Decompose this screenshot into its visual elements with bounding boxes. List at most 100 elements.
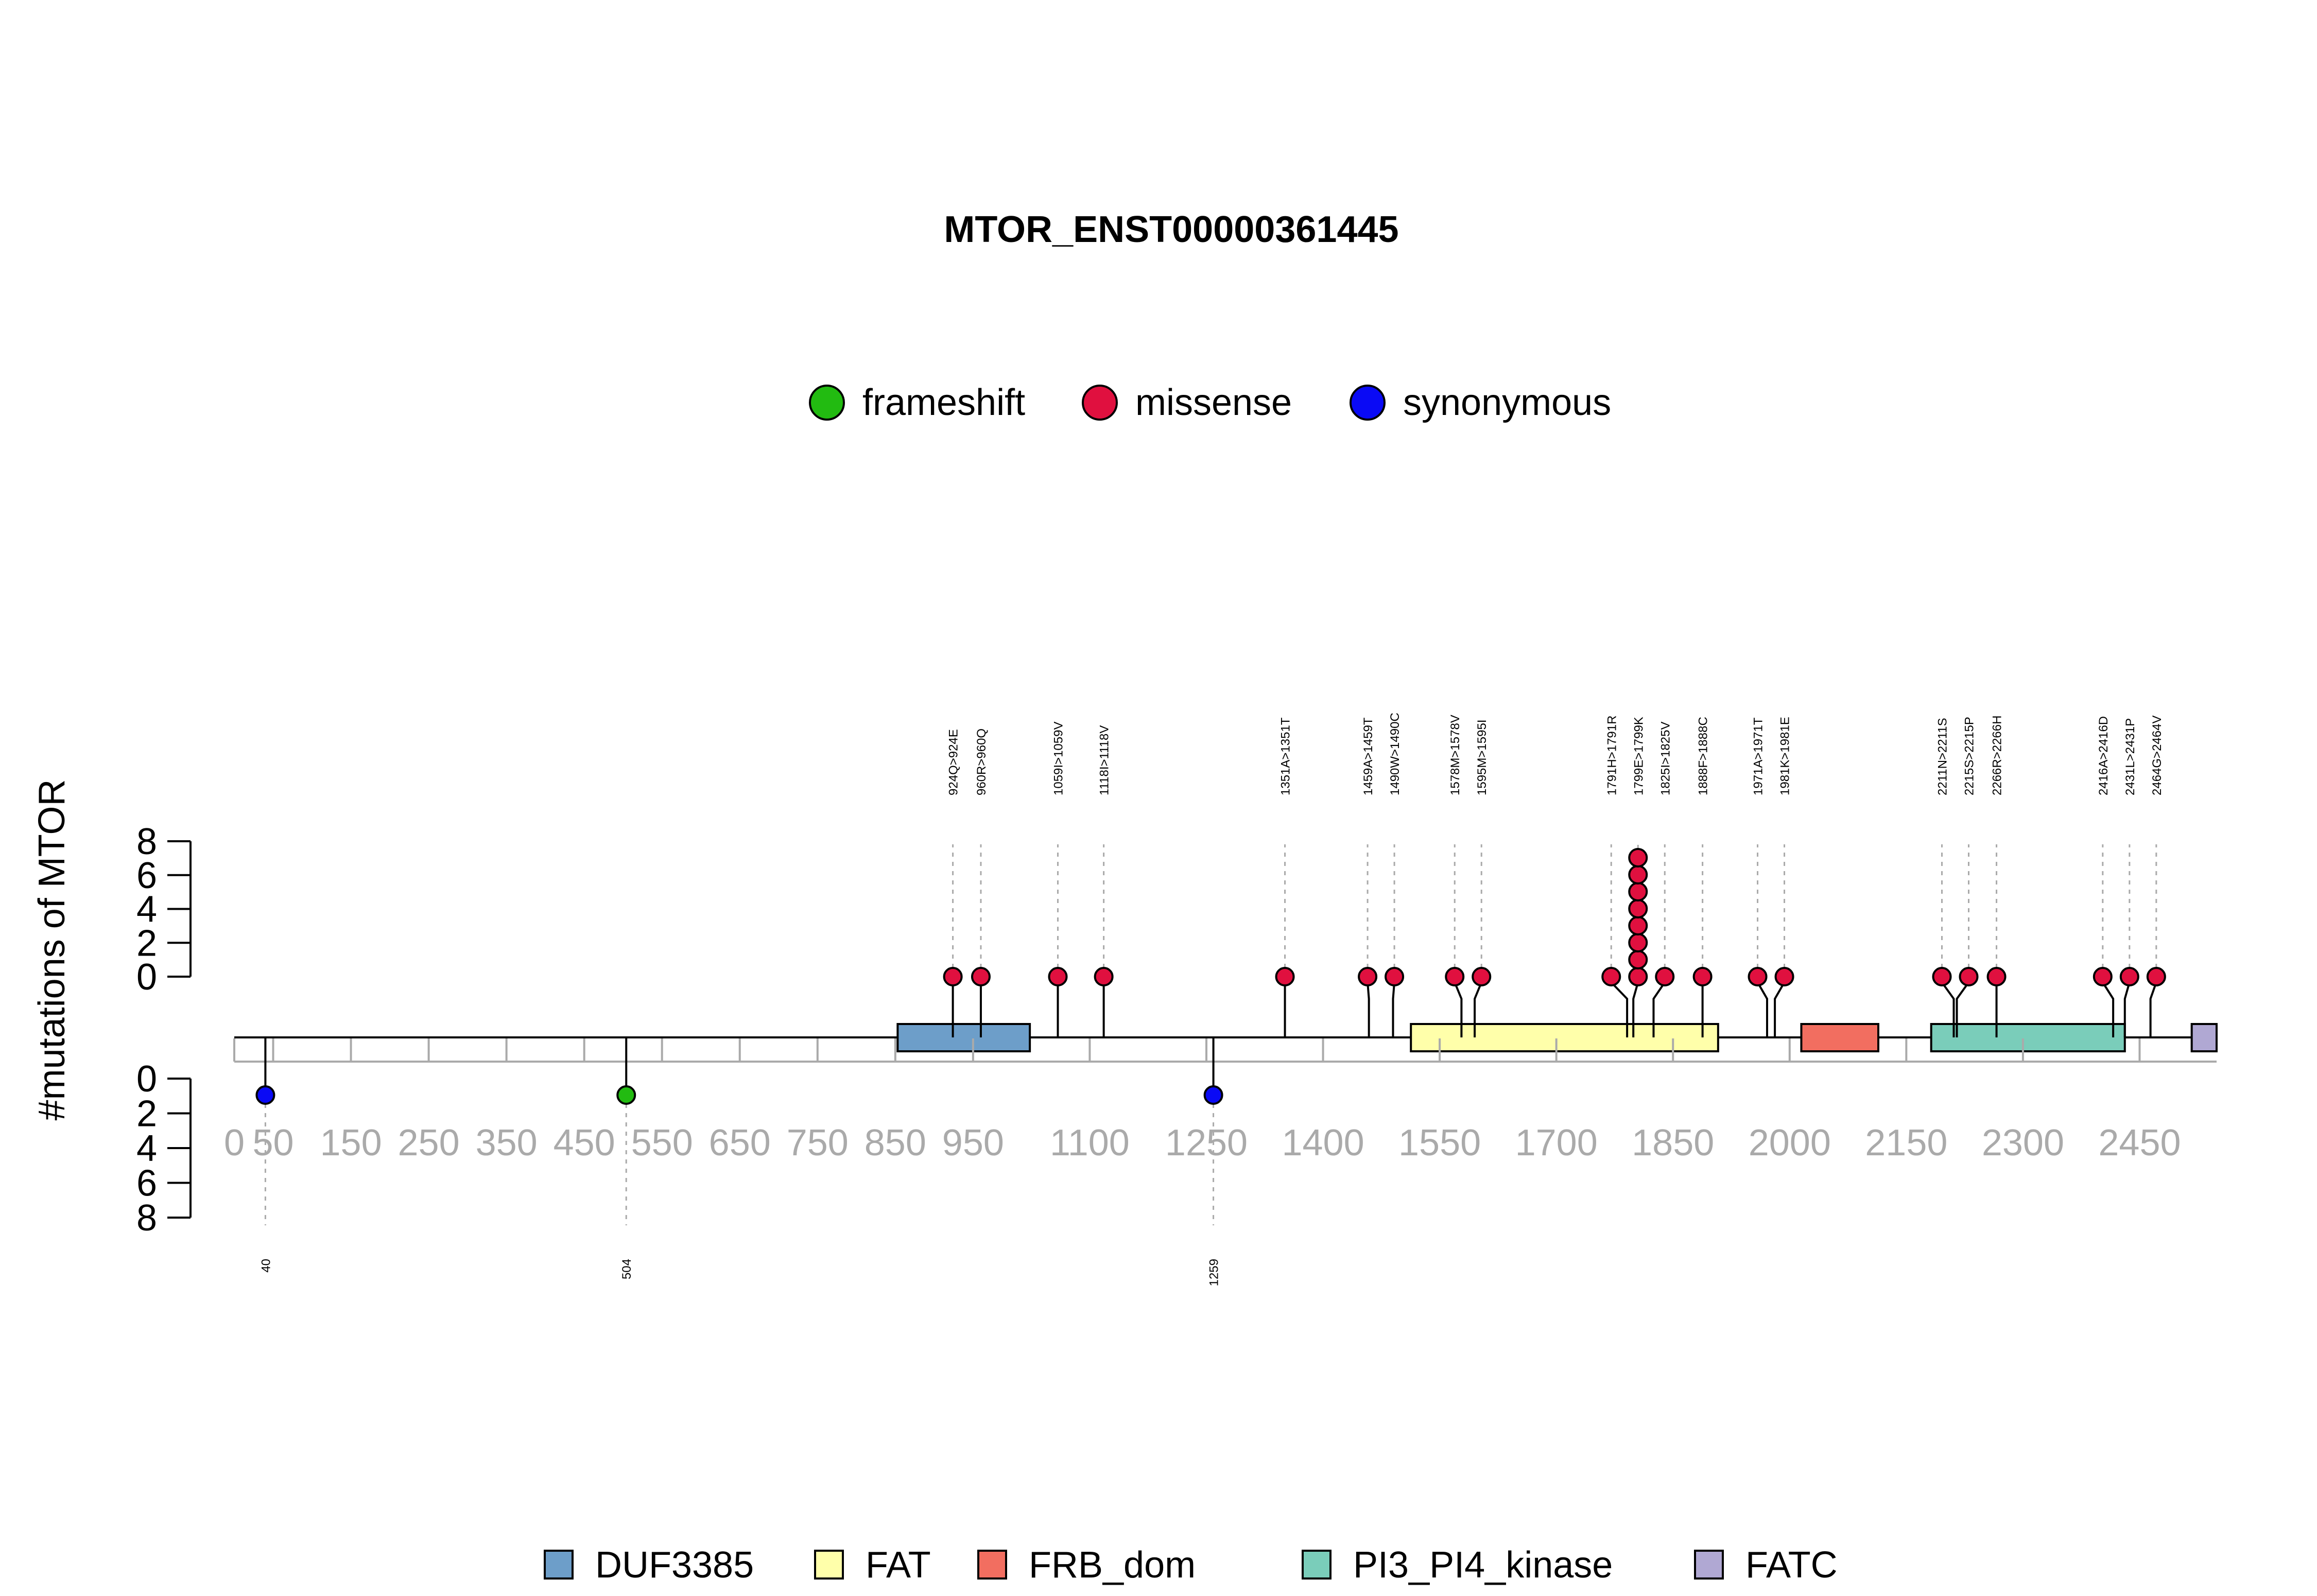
mutation-point — [1932, 967, 1952, 986]
lower-y-tick-label: 0 — [136, 1059, 157, 1100]
legend-swatch-FAT — [814, 1550, 844, 1580]
legend-label-synonymous: synonymous — [1403, 382, 1611, 423]
mutation-label: 1459A>1459T — [1361, 717, 1375, 795]
lower-mutation-label: 504 — [620, 1259, 634, 1279]
mutation-point — [1628, 950, 1648, 969]
x-tick-label: 1100 — [1050, 1122, 1130, 1164]
mutation-point — [1628, 882, 1648, 901]
mutation-label: 1118I>1118V — [1098, 725, 1112, 795]
x-tick-label: 2150 — [1865, 1122, 1947, 1164]
mutation-point — [1601, 967, 1621, 986]
mutation-label: 1888F>1888C — [1697, 717, 1710, 795]
lower-mutation-point — [616, 1085, 636, 1105]
legend-swatch-DUF3385 — [544, 1550, 574, 1580]
y-axis-label: #mutations of MTOR — [31, 779, 73, 1121]
lower-y-tick-label: 4 — [136, 1128, 157, 1169]
mutation-label: 1578M>1578V — [1448, 715, 1462, 795]
x-tick-label: 550 — [631, 1122, 693, 1164]
upper-y-tick-label: 8 — [136, 821, 157, 862]
legend-label-FATC: FATC — [1745, 1545, 1838, 1586]
mutation-point — [1048, 967, 1068, 986]
mutation-label: 1825I>1825V — [1658, 722, 1672, 795]
protein-domains — [896, 1023, 2218, 1052]
mutation-point — [1748, 967, 1768, 986]
domain-FRB_dom — [1800, 1023, 1879, 1052]
x-tick-label: 650 — [709, 1122, 771, 1164]
lower-y-tick-label: 2 — [136, 1094, 157, 1135]
x-tick-label: 750 — [787, 1122, 849, 1164]
domain-FAT — [1410, 1023, 1719, 1052]
upper-y-tick-label: 6 — [136, 855, 157, 896]
mutation-label: 1799E>1799K — [1632, 717, 1646, 795]
x-tick-label: 1550 — [1398, 1122, 1481, 1164]
mutation-label: 2464G>2464V — [2150, 716, 2164, 795]
lower-mutation-point — [1203, 1085, 1223, 1105]
upper-y-tick-label: 4 — [136, 889, 157, 930]
lower-mutation-point — [255, 1085, 275, 1105]
mutation-label: 1351A>1351T — [1279, 717, 1293, 795]
x-tick-label: 1700 — [1515, 1122, 1598, 1164]
legend-label-FRB_dom: FRB_dom — [1029, 1545, 1196, 1586]
mutation-point — [1358, 967, 1378, 986]
x-tick-label: 850 — [864, 1122, 926, 1164]
mutation-label: 2211N>2211S — [1936, 718, 1950, 795]
x-tick-label: 2000 — [1749, 1122, 1831, 1164]
mutation-point — [1774, 967, 1794, 986]
mutation-point — [1628, 933, 1648, 952]
x-tick-label: 350 — [476, 1122, 538, 1164]
mutation-point — [1472, 967, 1492, 986]
mutation-point — [1655, 967, 1675, 986]
x-tick-label: 1250 — [1165, 1122, 1248, 1164]
mutation-point — [2119, 967, 2139, 986]
mutation-label: 2215S>2215P — [1963, 717, 1977, 795]
upper-y-tick-label: 2 — [136, 923, 157, 964]
legend-swatch-frameshift — [809, 385, 845, 421]
mutation-point — [2093, 967, 2113, 986]
x-tick-label: 450 — [554, 1122, 615, 1164]
x-tick-label: 150 — [320, 1122, 382, 1164]
mutation-point — [1275, 967, 1295, 986]
mutation-point — [1628, 916, 1648, 935]
mutation-point — [1628, 848, 1648, 868]
upper-mutations: 924Q>924E 960R>960Q 1059I>1059V 1118I>1118V… — [943, 713, 2166, 1037]
mutation-label: 1791H>1791R — [1605, 716, 1619, 795]
x-tick-label: 250 — [398, 1122, 460, 1164]
mutation-point — [1986, 967, 2007, 986]
mutation-point — [1445, 967, 1465, 986]
chart-title: MTOR_ENST00000361445 — [944, 209, 1398, 250]
domain-DUF3385 — [896, 1023, 1031, 1052]
mutation-label: 1971A>1971T — [1752, 717, 1766, 795]
mutation-label: 2266R>2266H — [1991, 716, 2004, 795]
upper-y-tick-label: 0 — [136, 957, 157, 998]
mutation-point — [1959, 967, 1979, 986]
mutation-label: 924Q>924E — [947, 729, 961, 795]
domain-FATC — [2190, 1023, 2218, 1052]
lower-y-tick-label: 8 — [136, 1198, 157, 1239]
x-tick-label: 1850 — [1632, 1122, 1714, 1164]
mutation-point — [1628, 899, 1648, 918]
legend-swatch-FRB_dom — [977, 1550, 1007, 1580]
lower-mutations: 40 504 1259 — [255, 1037, 1223, 1286]
x-tick-label: 0 — [224, 1122, 245, 1164]
domain-PI3_PI4_kinase — [1930, 1023, 2126, 1052]
mutation-type-legend: frameshift missense synonymous — [809, 382, 1611, 423]
mutation-label: 1490W>1490C — [1388, 713, 1402, 795]
domain-legend: DUF3385 FAT FRB_dom PI3_PI4_kinase FATC — [544, 1545, 1838, 1586]
mutation-point — [1628, 967, 1648, 986]
mutation-point — [2146, 967, 2166, 986]
mutation-label: 2431L>2431P — [2123, 718, 2137, 795]
legend-swatch-synonymous — [1350, 385, 1386, 421]
legend-swatch-missense — [1082, 385, 1118, 421]
legend-label-frameshift: frameshift — [862, 382, 1025, 423]
x-tick-label: 50 — [252, 1122, 293, 1164]
x-tick-label: 950 — [942, 1122, 1004, 1164]
x-axis: 0 50 150 250 350 450 550 650 750 850 950 1100 1250 14… — [224, 1038, 2217, 1164]
x-tick-label: 1400 — [1282, 1122, 1364, 1164]
mutation-label: 1059I>1059V — [1052, 722, 1066, 795]
legend-swatch-FATC — [1694, 1550, 1724, 1580]
mutation-label: 960R>960Q — [975, 728, 989, 795]
legend-label-PI3_PI4_kinase: PI3_PI4_kinase — [1353, 1545, 1613, 1586]
